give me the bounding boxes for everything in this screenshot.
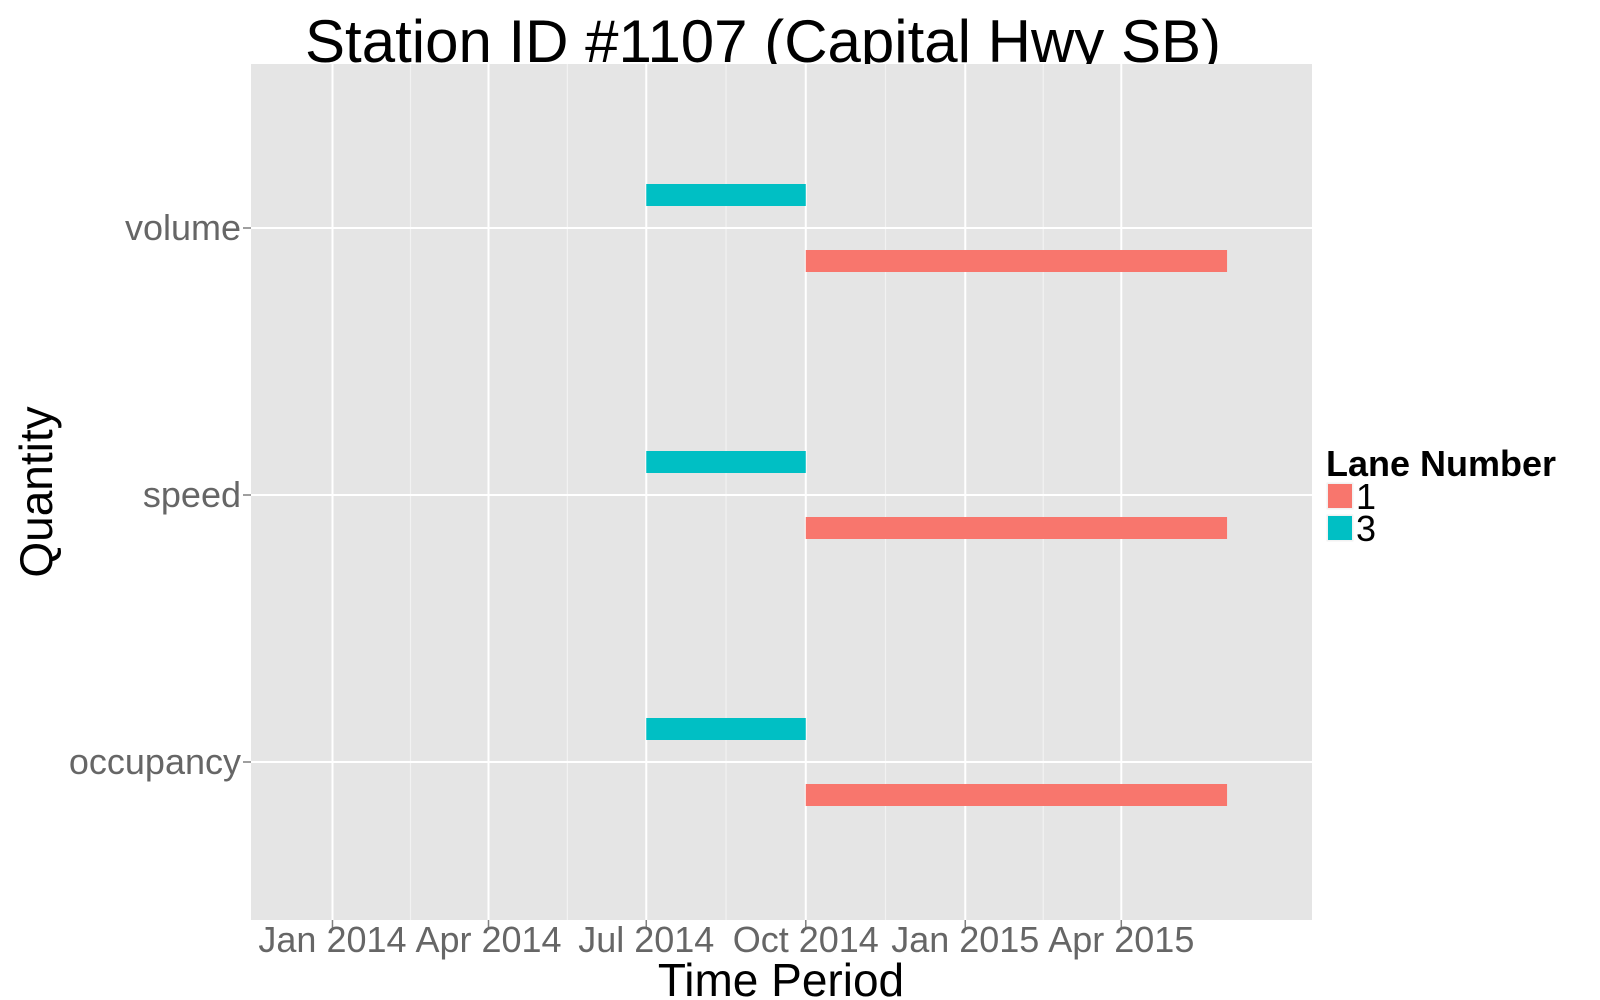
x-tick-label: Apr 2014 xyxy=(415,919,561,960)
legend-items: 13 xyxy=(1325,476,1376,549)
range-bars xyxy=(646,184,1228,806)
y-tick-label: volume xyxy=(125,207,241,248)
x-tick-label: Apr 2015 xyxy=(1048,919,1194,960)
chart-title: Station ID #1107 (Capital Hwy SB) xyxy=(305,8,1221,75)
y-axis-title: Quantity xyxy=(10,406,62,577)
legend-swatch-3 xyxy=(1328,516,1352,540)
legend: Lane Number 13 xyxy=(1325,443,1556,549)
x-axis-title: Time Period xyxy=(658,954,904,1000)
x-tick-label: Jan 2015 xyxy=(891,919,1039,960)
x-tick-label: Oct 2014 xyxy=(733,919,879,960)
legend-label-3: 3 xyxy=(1356,508,1376,549)
range-bar-lane-1-speed xyxy=(805,517,1228,539)
legend-title: Lane Number xyxy=(1326,443,1556,484)
legend-label-1: 1 xyxy=(1356,476,1376,517)
x-tick-label: Jul 2014 xyxy=(578,919,714,960)
y-tick-label: speed xyxy=(143,474,241,515)
plot-panel xyxy=(251,64,1312,920)
x-tick-label: Jan 2014 xyxy=(258,919,406,960)
legend-swatch-1 xyxy=(1328,484,1352,508)
y-tick-label: occupancy xyxy=(69,741,241,782)
minor-gridlines xyxy=(409,64,1044,920)
range-bar-lane-3-speed xyxy=(646,451,806,473)
range-bar-lane-3-volume xyxy=(646,184,806,206)
x-axis: Jan 2014 Apr 2014 Jul 2014 Oct 2014 Jan 2015… xyxy=(258,919,1194,960)
range-bar-lane-1-occupancy xyxy=(805,784,1228,806)
range-bar-lane-1-volume xyxy=(805,250,1228,272)
y-axis: volume speed occupancy xyxy=(69,207,251,782)
range-bar-lane-3-occupancy xyxy=(646,718,806,740)
major-gridlines xyxy=(251,64,1312,920)
